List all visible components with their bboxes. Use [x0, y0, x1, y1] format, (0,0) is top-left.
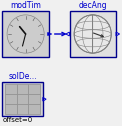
Bar — [5, 104, 17, 114]
Bar — [2, 82, 43, 116]
Text: decAng: decAng — [78, 1, 107, 10]
Bar — [28, 94, 40, 104]
Bar — [70, 11, 116, 57]
Text: offset=0: offset=0 — [2, 117, 33, 123]
Ellipse shape — [7, 15, 44, 53]
Bar — [2, 11, 49, 57]
Bar — [17, 94, 28, 104]
Bar — [5, 94, 17, 104]
Ellipse shape — [74, 15, 111, 53]
Bar — [28, 84, 40, 94]
Bar — [28, 104, 40, 114]
Bar — [17, 104, 28, 114]
Text: modTim: modTim — [10, 1, 41, 10]
Bar — [17, 84, 28, 94]
Bar — [5, 84, 17, 94]
Text: solDe...: solDe... — [8, 72, 37, 81]
